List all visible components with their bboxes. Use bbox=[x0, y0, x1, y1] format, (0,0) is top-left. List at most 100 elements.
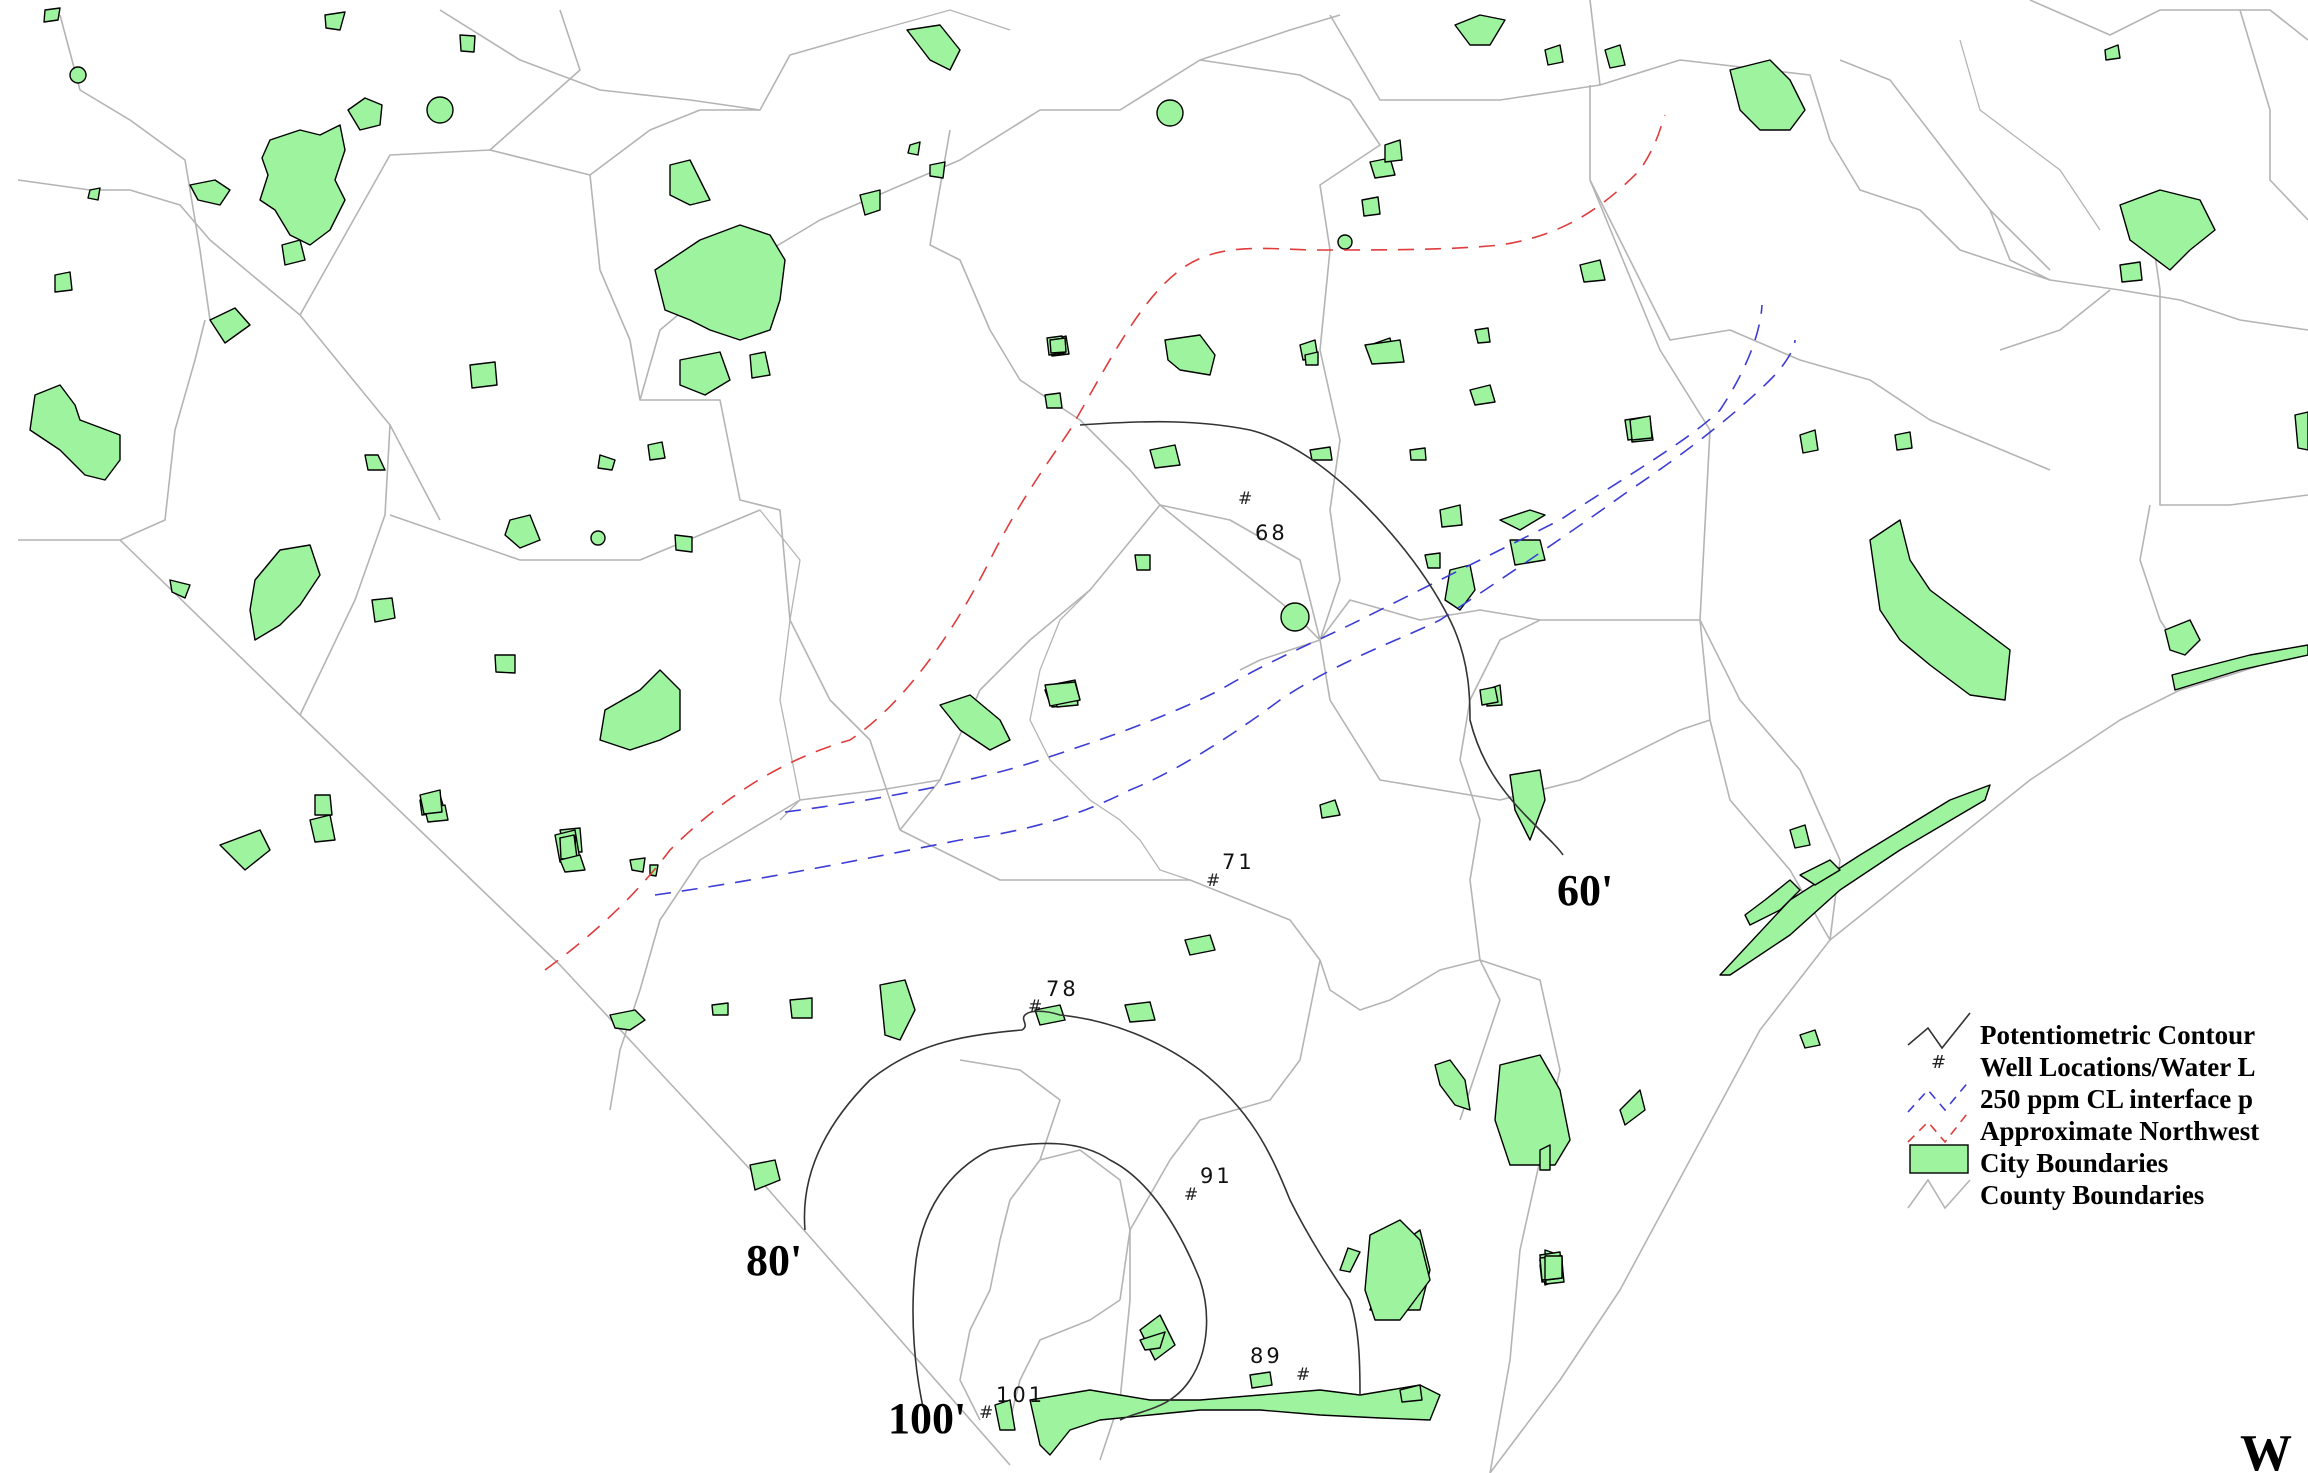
city-polygon bbox=[494, 654, 516, 674]
city-polygon bbox=[1361, 196, 1381, 217]
city-polygon bbox=[1454, 14, 1506, 46]
city-polygon bbox=[459, 34, 476, 53]
north-arrow-letter: W bbox=[2240, 1425, 2292, 1473]
city-polygon bbox=[281, 239, 306, 266]
well-id-label: 101 bbox=[996, 1383, 1045, 1407]
city-polygon bbox=[559, 854, 586, 873]
contour-label-80: 80' bbox=[746, 1236, 802, 1285]
city-polygon bbox=[1434, 1059, 1471, 1111]
city-polygon bbox=[859, 189, 881, 216]
city-polygon bbox=[1319, 799, 1341, 819]
city-polygon bbox=[87, 187, 101, 201]
city-polygon bbox=[1629, 415, 1653, 441]
city-polygon bbox=[209, 307, 251, 344]
well-id-label: 89 bbox=[1250, 1344, 1283, 1368]
city-polygon bbox=[1579, 259, 1606, 283]
city-polygon bbox=[1744, 879, 1801, 926]
well-78: # 78 bbox=[1028, 977, 1079, 1017]
legend-label: Potentiometric Contour bbox=[1980, 1020, 2255, 1050]
well-id-label: 71 bbox=[1222, 850, 1255, 874]
city-polygon bbox=[1719, 784, 1991, 976]
city-polygon bbox=[1364, 1219, 1431, 1321]
city-polygon bbox=[419, 789, 443, 815]
well-locations: # 68 # 71 # 78 # 91 # 89 # 101 bbox=[979, 489, 1310, 1423]
contour-80 bbox=[803, 1010, 1361, 1396]
city-polygon bbox=[907, 141, 921, 156]
city-polygon bbox=[54, 271, 73, 293]
city-polygon bbox=[1544, 1255, 1563, 1281]
city-polygon bbox=[559, 834, 578, 860]
well-68: # 68 bbox=[1238, 489, 1285, 545]
city-polygon bbox=[1604, 44, 1626, 69]
city-polygon bbox=[1304, 351, 1319, 366]
city-polygon bbox=[1444, 564, 1476, 611]
city-polygon bbox=[259, 124, 346, 246]
city-polygon bbox=[324, 11, 346, 31]
legend-item-contour: Potentiometric Contour bbox=[1907, 1012, 2255, 1050]
city-polygon bbox=[1156, 99, 1184, 127]
city-polygon bbox=[1799, 859, 1841, 886]
city-polygon bbox=[1869, 519, 2011, 701]
city-polygon bbox=[309, 814, 336, 843]
well-hash-icon: # bbox=[1931, 1052, 1946, 1073]
city-polygon bbox=[169, 579, 191, 599]
well-89: # 89 bbox=[1250, 1344, 1310, 1385]
city-polygon bbox=[1249, 1371, 1273, 1389]
legend-label: 250 ppm CL interface p bbox=[1980, 1084, 2253, 1114]
city-polygon bbox=[1799, 429, 1819, 454]
city-polygon bbox=[590, 530, 606, 546]
city-polygon bbox=[1369, 157, 1396, 179]
contour-label-60: 60' bbox=[1557, 866, 1613, 915]
city-polygon bbox=[69, 66, 87, 84]
city-polygon bbox=[469, 361, 498, 389]
city-polygon bbox=[189, 179, 231, 206]
city-polygon bbox=[1544, 44, 1564, 66]
contour-60 bbox=[1079, 420, 1564, 856]
legend-label: County Boundaries bbox=[1980, 1180, 2204, 1210]
well-hash-icon: # bbox=[1296, 1365, 1310, 1385]
well-hash-icon: # bbox=[979, 1403, 993, 1423]
city-polygon bbox=[43, 7, 61, 23]
map-legend: Potentiometric Contour # Well Locations/… bbox=[1907, 1012, 2259, 1210]
city-polygon bbox=[1499, 509, 1546, 531]
city-polygon bbox=[749, 351, 771, 379]
city-polygon bbox=[1729, 59, 1806, 131]
city-polygon bbox=[711, 1002, 729, 1016]
city-polygon bbox=[1799, 1029, 1821, 1049]
well-101: # 101 bbox=[979, 1383, 1045, 1423]
city-polygon bbox=[994, 1399, 1016, 1431]
city-polygon bbox=[654, 224, 786, 341]
legend-label: Well Locations/Water L bbox=[1980, 1052, 2256, 1082]
city-polygon bbox=[1049, 337, 1067, 354]
city-polygon bbox=[426, 96, 454, 124]
city-polygon bbox=[1619, 1089, 1646, 1126]
contour-labels: 60' 80' 100' bbox=[746, 866, 1613, 1443]
well-id-label: 78 bbox=[1046, 977, 1079, 1001]
city-polygon bbox=[609, 1009, 646, 1031]
city-polygon bbox=[504, 514, 541, 549]
contour-100 bbox=[912, 1142, 1208, 1421]
city-polygon bbox=[29, 384, 121, 481]
well-hash-icon: # bbox=[1206, 871, 1220, 891]
city-polygon bbox=[647, 441, 666, 461]
city-polygon bbox=[879, 979, 916, 1041]
city-polygon bbox=[749, 1159, 781, 1191]
city-polygon bbox=[1029, 1384, 1441, 1456]
green-box-icon bbox=[1909, 1144, 1969, 1174]
grey-line-icon bbox=[1907, 1178, 1971, 1210]
city-polygon bbox=[789, 997, 813, 1019]
city-polygon bbox=[1509, 539, 1546, 566]
city-polygon bbox=[1149, 444, 1181, 469]
city-polygon bbox=[347, 97, 383, 131]
city-polygon bbox=[599, 669, 681, 751]
city-polygon bbox=[1124, 1001, 1156, 1023]
city-polygon bbox=[1439, 504, 1463, 528]
city-polygon bbox=[674, 534, 693, 553]
city-polygon bbox=[1494, 1054, 1571, 1166]
cl-interface-lines bbox=[654, 304, 1796, 896]
city-polygon bbox=[1309, 446, 1333, 461]
city-polygon bbox=[1469, 384, 1496, 406]
city-polygon bbox=[2294, 411, 2308, 451]
well-id-label: 91 bbox=[1200, 1164, 1233, 1188]
city-polygon bbox=[2119, 189, 2216, 271]
